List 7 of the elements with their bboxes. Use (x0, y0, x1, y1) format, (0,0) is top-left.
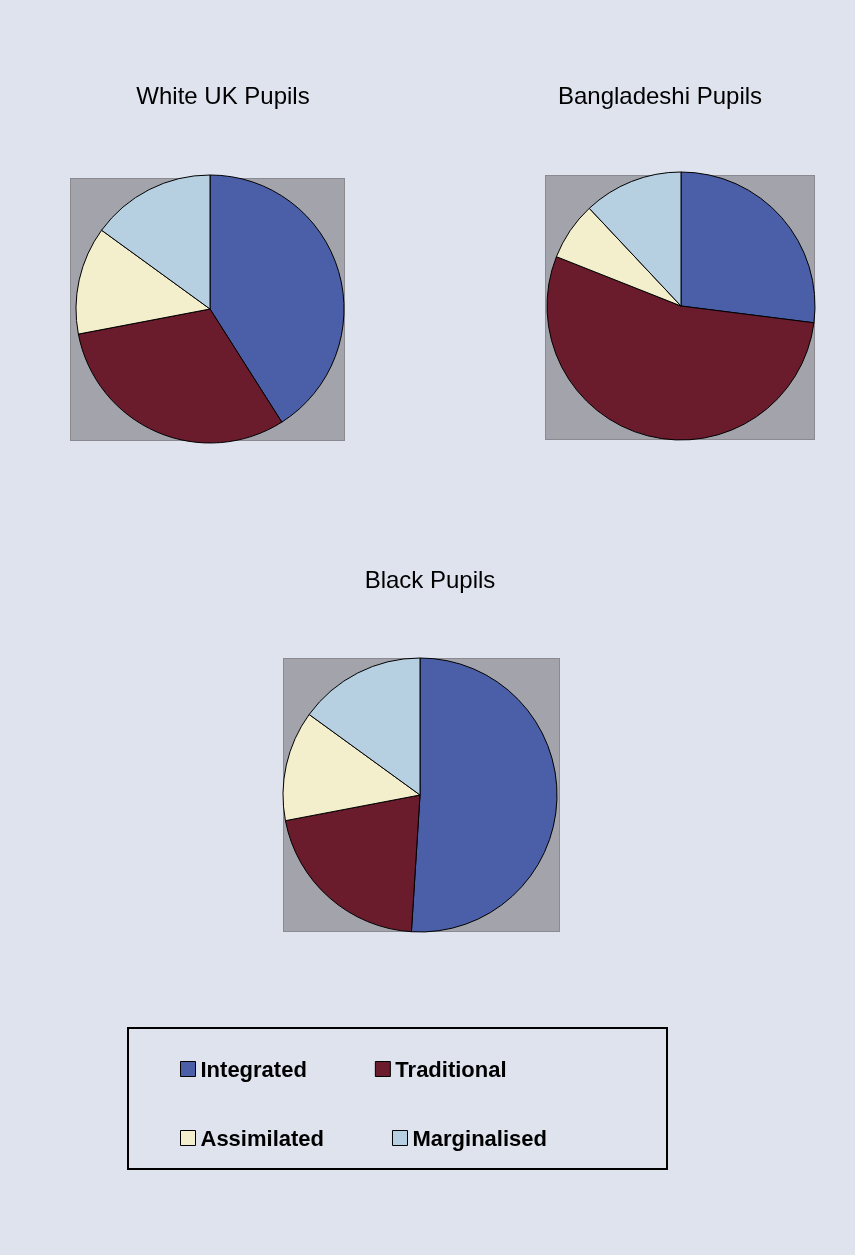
legend-label: Integrated (200, 1056, 307, 1082)
legend-label: Marginalised (412, 1125, 547, 1151)
chart-title: Black Pupils (364, 565, 496, 593)
legend-label: Traditional (395, 1056, 507, 1082)
chart-title: White UK Pupils (136, 81, 310, 109)
chart-title: Bangladeshi Pupils (557, 81, 763, 109)
legend-label: Assimilated (200, 1125, 324, 1151)
